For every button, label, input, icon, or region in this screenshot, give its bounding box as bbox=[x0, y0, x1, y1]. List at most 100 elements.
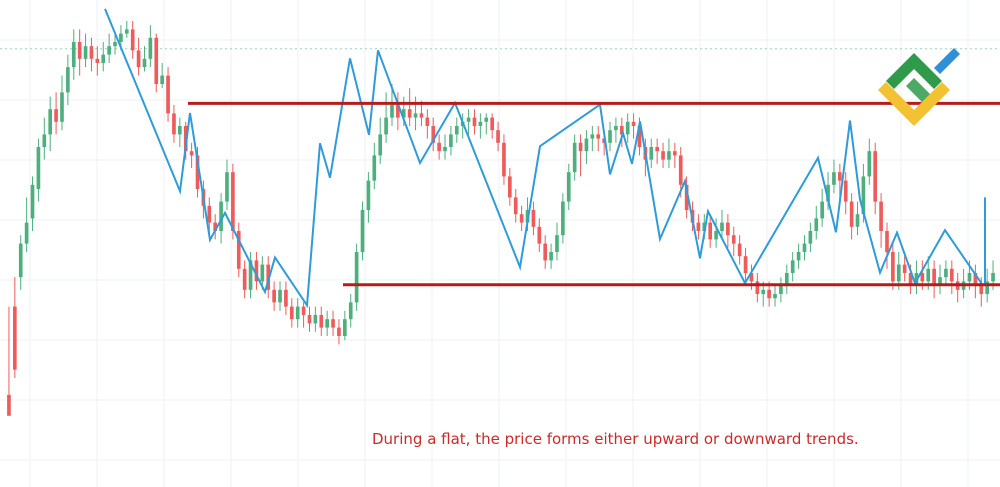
candle-up bbox=[855, 214, 860, 227]
candle-up bbox=[18, 243, 23, 278]
candle-down bbox=[254, 260, 259, 282]
candle-up bbox=[590, 134, 595, 139]
logo-blue-bar bbox=[934, 48, 960, 74]
candle-down bbox=[908, 273, 913, 286]
candle-up bbox=[702, 222, 707, 231]
candle-down bbox=[13, 306, 17, 370]
candle-up bbox=[178, 126, 182, 135]
candle-up bbox=[401, 109, 406, 118]
candle-up bbox=[384, 117, 388, 135]
candle-down bbox=[879, 201, 883, 231]
candle-up bbox=[790, 260, 795, 273]
candle-up bbox=[83, 46, 88, 59]
candle-up bbox=[484, 117, 489, 122]
candle-down bbox=[979, 285, 984, 294]
candle-down bbox=[490, 117, 494, 131]
candle-up bbox=[944, 268, 948, 278]
candle-down bbox=[154, 37, 159, 84]
candle-up bbox=[119, 33, 123, 42]
chart-caption: During a flat, the price forms either up… bbox=[372, 430, 859, 448]
candle-up bbox=[802, 243, 807, 252]
candle-up bbox=[36, 147, 41, 189]
candle-down bbox=[319, 315, 324, 328]
candle-down bbox=[519, 214, 524, 223]
candle-down bbox=[949, 268, 954, 282]
candle-up bbox=[372, 155, 377, 181]
candle-up bbox=[967, 273, 972, 282]
candle-down bbox=[407, 109, 412, 118]
candle-down bbox=[619, 126, 624, 135]
candle-up bbox=[378, 134, 383, 156]
candle-up bbox=[796, 252, 801, 261]
candle-up bbox=[354, 252, 359, 303]
candle-up bbox=[449, 134, 453, 147]
candle-up bbox=[867, 151, 872, 177]
candle-up bbox=[614, 126, 618, 131]
candle-down bbox=[307, 315, 312, 324]
candle-down bbox=[236, 231, 241, 269]
candle-down bbox=[213, 222, 218, 231]
candle-down bbox=[502, 142, 506, 177]
candle-down bbox=[873, 151, 878, 202]
candle-down bbox=[749, 273, 754, 282]
candle-down bbox=[973, 273, 978, 286]
candle-down bbox=[755, 281, 760, 294]
candle-down bbox=[431, 126, 436, 143]
candle-down bbox=[891, 252, 895, 282]
candle-up bbox=[566, 172, 571, 202]
candle-down bbox=[843, 180, 848, 202]
candle-down bbox=[731, 235, 736, 244]
candle-up bbox=[938, 277, 942, 286]
candle-up bbox=[413, 113, 418, 118]
candle-down bbox=[849, 201, 854, 227]
candle-up bbox=[625, 121, 630, 135]
candle-up bbox=[832, 172, 836, 185]
candle-up bbox=[390, 105, 394, 118]
candle-down bbox=[885, 231, 889, 252]
candle-up bbox=[360, 210, 365, 252]
candle-up bbox=[295, 306, 300, 320]
candle-up bbox=[991, 273, 995, 282]
candle-up bbox=[325, 319, 329, 328]
candle-down bbox=[631, 121, 636, 126]
candle-down bbox=[543, 243, 548, 261]
candle-down bbox=[437, 142, 441, 152]
candle-down bbox=[737, 243, 742, 257]
candle-down bbox=[331, 319, 335, 328]
candle-up bbox=[443, 147, 447, 152]
candle-up bbox=[248, 260, 253, 290]
candle-down bbox=[696, 222, 701, 231]
candle-up bbox=[667, 151, 671, 160]
candle-up bbox=[784, 273, 789, 286]
candle-up bbox=[66, 67, 70, 93]
candle-down bbox=[684, 184, 689, 210]
candle-up bbox=[561, 201, 565, 236]
candle-up bbox=[714, 231, 718, 240]
candle-up bbox=[225, 172, 229, 202]
candle-down bbox=[337, 327, 341, 336]
candle-up bbox=[478, 121, 483, 126]
candle-down bbox=[743, 256, 748, 273]
candle-up bbox=[608, 130, 612, 143]
candle-down bbox=[596, 134, 601, 139]
candle-down bbox=[166, 75, 170, 114]
candle-down bbox=[537, 226, 542, 244]
candle-up bbox=[779, 285, 783, 294]
candle-up bbox=[808, 231, 813, 244]
candle-down bbox=[673, 151, 677, 156]
candle-down bbox=[920, 273, 925, 282]
candle-up bbox=[48, 109, 53, 135]
candle-up bbox=[761, 289, 766, 294]
candle-up bbox=[219, 201, 223, 231]
candle-up bbox=[124, 29, 129, 34]
candle-down bbox=[130, 29, 135, 51]
candle-down bbox=[77, 42, 82, 59]
candle-down bbox=[136, 50, 141, 68]
zigzag-layer bbox=[104, 8, 986, 309]
candle-up bbox=[348, 302, 353, 320]
candle-down bbox=[602, 138, 606, 143]
candle-up bbox=[896, 264, 901, 282]
